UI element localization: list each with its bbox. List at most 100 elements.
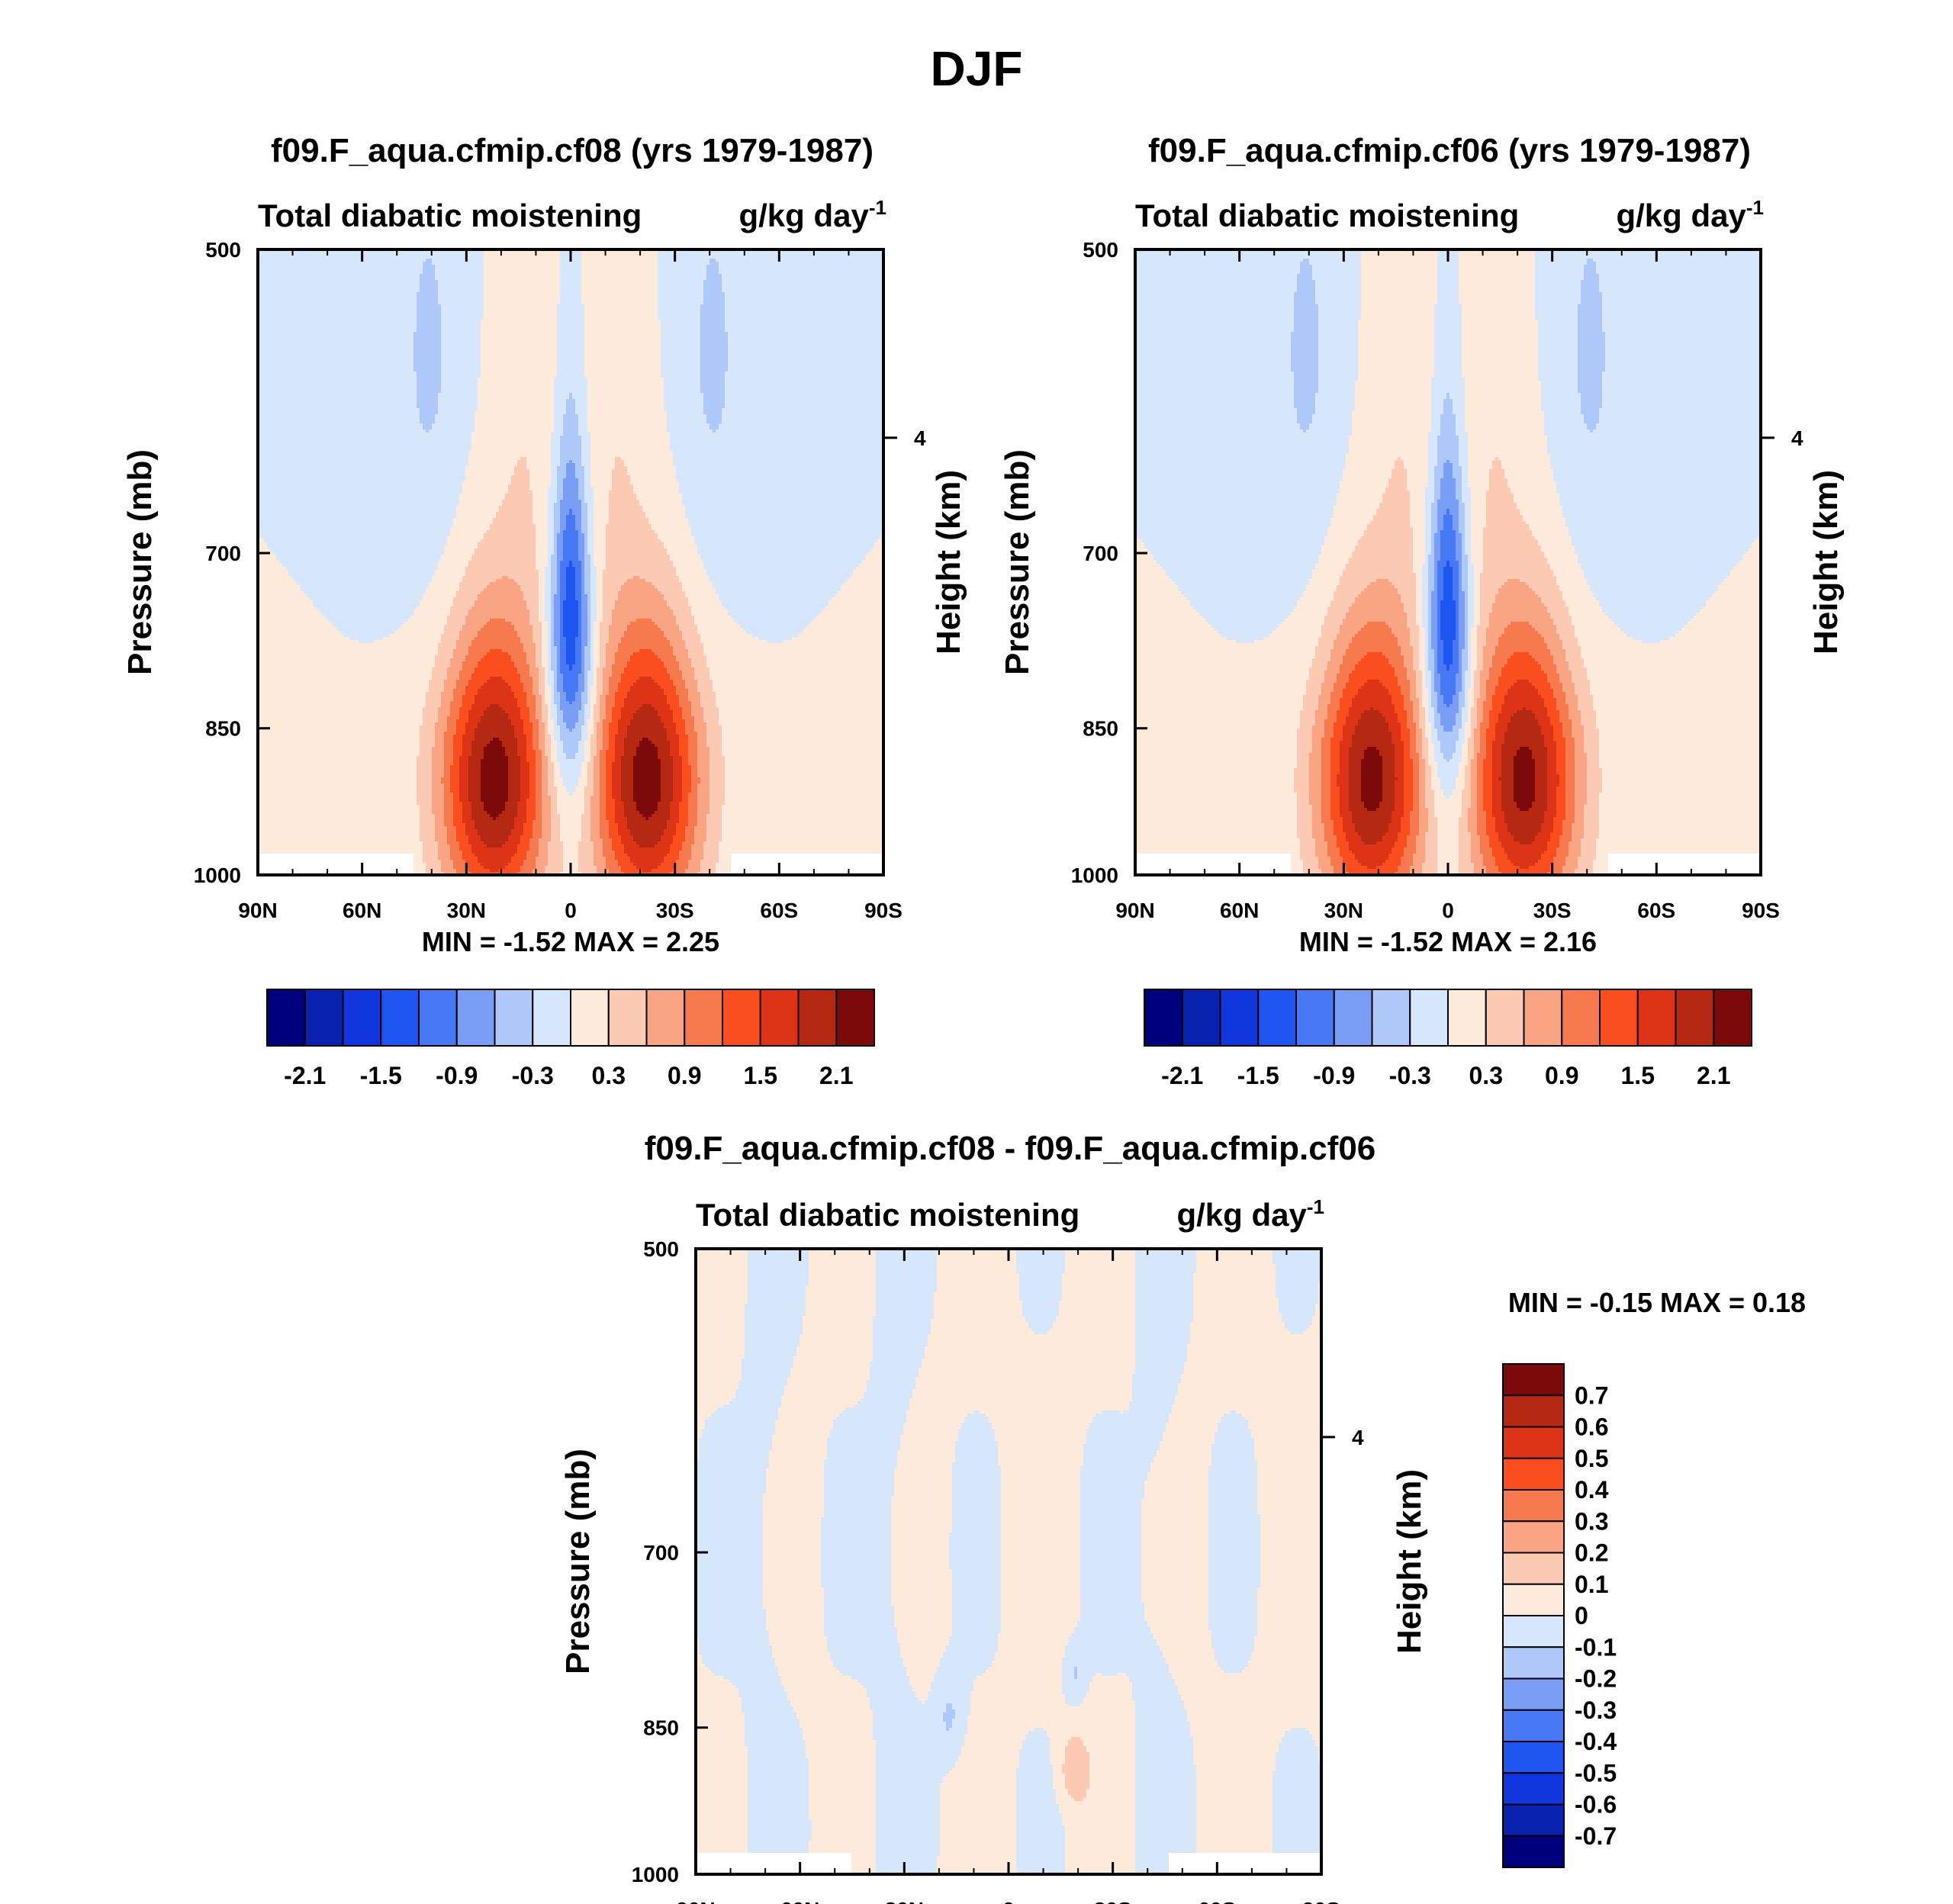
contour-cell bbox=[569, 460, 572, 463]
contour-cell bbox=[258, 286, 420, 289]
contour-cell bbox=[484, 301, 560, 304]
contour-cell bbox=[560, 588, 566, 591]
contour-cell bbox=[484, 256, 560, 259]
contour-cell bbox=[560, 445, 581, 448]
contour-cell bbox=[679, 802, 688, 805]
contour-cell bbox=[697, 771, 709, 774]
contour-cell bbox=[468, 719, 481, 722]
contour-cell bbox=[459, 500, 502, 503]
contour-cell bbox=[517, 753, 526, 756]
contour-cell bbox=[1434, 466, 1443, 469]
contour-cell bbox=[539, 722, 545, 725]
contour-cell bbox=[609, 728, 618, 732]
contour-cell bbox=[468, 710, 484, 713]
contour-cell bbox=[1135, 478, 1343, 481]
contour-cell bbox=[444, 820, 453, 823]
contour-cell bbox=[450, 606, 471, 609]
contour-cell bbox=[1309, 423, 1352, 426]
contour-cell bbox=[557, 555, 563, 558]
contour-cell bbox=[1135, 433, 1352, 436]
contour-cell bbox=[587, 536, 594, 539]
contour-cell bbox=[1135, 524, 1330, 527]
contour-cell bbox=[1434, 338, 1462, 341]
contour-cell bbox=[548, 561, 551, 564]
contour-cell bbox=[560, 457, 581, 460]
contour-cell bbox=[590, 799, 600, 802]
colorbar-box bbox=[570, 989, 610, 1047]
contour-cell bbox=[575, 515, 581, 518]
contour-cell bbox=[505, 619, 529, 622]
contour-cell bbox=[1532, 530, 1569, 533]
contour-cell bbox=[557, 722, 566, 725]
contour-cell bbox=[554, 765, 560, 768]
contour-cell bbox=[542, 719, 548, 722]
contour-cell bbox=[413, 860, 423, 863]
colorbar-label: 0.9 bbox=[668, 1062, 701, 1089]
contour-cell bbox=[1443, 527, 1453, 530]
contour-cell bbox=[581, 445, 590, 448]
contour-cell bbox=[438, 564, 468, 567]
contour-cell bbox=[438, 652, 453, 655]
contour-cell bbox=[563, 423, 578, 426]
contour-cell bbox=[700, 304, 725, 307]
contour-cell bbox=[581, 616, 587, 619]
contour-cell bbox=[1135, 335, 1291, 338]
contour-cell bbox=[706, 573, 853, 576]
contour-cell bbox=[1489, 481, 1507, 484]
contour-cell bbox=[560, 823, 581, 826]
contour-cell bbox=[679, 744, 688, 747]
contour-cell bbox=[590, 463, 615, 466]
contour-cell bbox=[581, 271, 658, 274]
contour-cell bbox=[532, 728, 539, 732]
contour-cell bbox=[1514, 497, 1559, 500]
contour-cell bbox=[258, 259, 426, 262]
contour-cell bbox=[1434, 365, 1462, 368]
contour-cell bbox=[566, 649, 575, 652]
contour-cell bbox=[1578, 390, 1602, 393]
contour-cell bbox=[560, 692, 566, 695]
contour-cell bbox=[1462, 350, 1538, 353]
contour-cell bbox=[1361, 292, 1437, 295]
contour-cell bbox=[697, 747, 709, 750]
contour-cell bbox=[441, 704, 450, 707]
contour-cell bbox=[520, 759, 526, 762]
contour-cell bbox=[1538, 320, 1578, 323]
contour-cell bbox=[462, 664, 478, 667]
contour-cell bbox=[1144, 542, 1324, 545]
contour-cell bbox=[462, 661, 478, 664]
contour-cell bbox=[719, 857, 731, 860]
contour-cell bbox=[661, 780, 673, 783]
contour-cell bbox=[597, 603, 603, 606]
contour-cell bbox=[594, 786, 600, 790]
contour-cell bbox=[600, 765, 606, 768]
contour-cell bbox=[563, 420, 578, 423]
contour-cell bbox=[417, 320, 441, 323]
contour-cell bbox=[420, 286, 438, 289]
contour-cell bbox=[670, 433, 883, 436]
contour-cell bbox=[1581, 286, 1599, 289]
contour-cell bbox=[1462, 344, 1538, 347]
contour-cell bbox=[471, 847, 517, 851]
contour-cell bbox=[594, 494, 609, 497]
contour-cell bbox=[609, 835, 621, 838]
contour-cell bbox=[569, 701, 572, 704]
contour-cell bbox=[679, 811, 688, 814]
contour-cell bbox=[1135, 387, 1294, 390]
contour-cell bbox=[1605, 368, 1761, 371]
contour-cell bbox=[462, 741, 471, 744]
contour-cell bbox=[1535, 262, 1587, 265]
contour-cell bbox=[664, 661, 679, 664]
contour-cell bbox=[581, 512, 587, 515]
contour-cell bbox=[258, 869, 413, 872]
contour-cell bbox=[438, 844, 450, 847]
contour-cell bbox=[584, 533, 587, 536]
contour-cell bbox=[560, 631, 563, 634]
contour-cell bbox=[587, 625, 590, 628]
contour-cell bbox=[1602, 384, 1761, 387]
contour-cell bbox=[1294, 292, 1315, 295]
contour-cell bbox=[441, 375, 481, 378]
contour-cell bbox=[554, 393, 569, 396]
contour-cell bbox=[581, 280, 658, 283]
contour-cell bbox=[551, 594, 554, 597]
contour-cell bbox=[551, 606, 554, 609]
